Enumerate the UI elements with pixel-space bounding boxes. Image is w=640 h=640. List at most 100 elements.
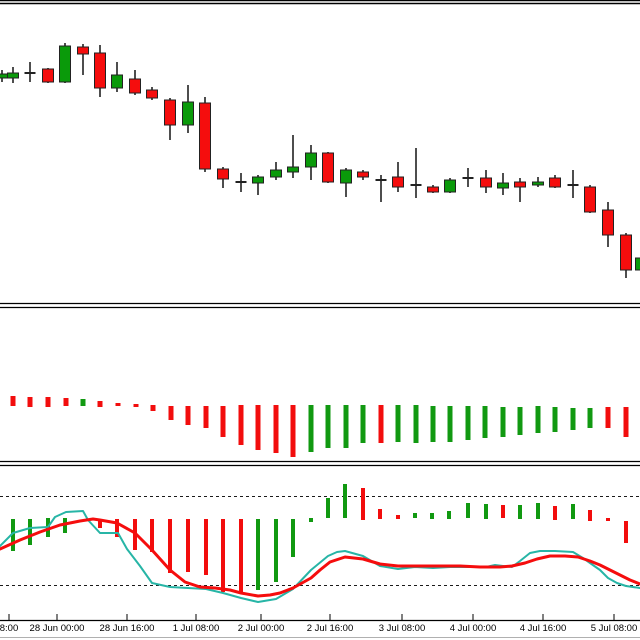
candle-body [94, 52, 106, 89]
candle-body [7, 72, 19, 79]
histogram-bar [150, 405, 156, 411]
oscillator-bar [239, 519, 243, 593]
time-axis-label: 3 Jul 08:00 [379, 623, 425, 634]
candle-body [549, 177, 561, 188]
histogram-bar [465, 406, 471, 440]
histogram-bar [570, 408, 576, 430]
histogram-bar [430, 406, 436, 442]
candle-body [199, 102, 211, 170]
oscillator-bar [98, 519, 102, 528]
candle-doji-body [410, 184, 422, 186]
time-axis-label: 2 Jul 00:00 [238, 623, 284, 634]
histogram-bar [273, 405, 279, 453]
histogram-bar [255, 405, 261, 450]
candle-body [129, 78, 141, 94]
histogram-bar [447, 406, 453, 442]
candle-body [111, 74, 123, 89]
oscillator-bar [466, 503, 470, 518]
oscillator-bar [309, 518, 313, 522]
candle-doji-body [375, 179, 387, 181]
histogram-bar [343, 405, 349, 448]
histogram-bar [378, 405, 384, 443]
oscillator-bar [361, 488, 365, 520]
fast-line [0, 510, 640, 603]
oscillator-bar [396, 515, 400, 519]
oscillator-bar [186, 519, 190, 572]
histogram-bar [238, 405, 244, 445]
candle-body [480, 177, 492, 188]
histogram-bar [185, 406, 191, 425]
oscillator-bar [115, 519, 119, 537]
oscillator-bar [343, 484, 347, 518]
histogram-bar [115, 403, 121, 406]
time-axis-label: 28 Jun 16:00 [100, 623, 155, 634]
time-axis-label: 8:00 [0, 623, 18, 634]
candle-body [182, 101, 194, 126]
histogram-bar [45, 397, 51, 407]
histogram-bar [482, 406, 488, 438]
oscillator-bar [553, 506, 557, 520]
candle-body [532, 181, 544, 186]
slow-line [0, 517, 640, 598]
candle-body [42, 68, 54, 83]
candle-body [514, 181, 526, 188]
candle-doji-body [462, 177, 474, 179]
histogram-bar [308, 405, 314, 452]
histogram-bar [500, 407, 506, 437]
oscillator-bar [378, 509, 382, 519]
time-axis-label: 2 Jul 16:00 [307, 623, 353, 634]
candle-body [602, 209, 614, 236]
oscillator-bar [501, 505, 505, 518]
candle-body [305, 152, 317, 168]
candle-body [322, 152, 334, 183]
candle-body [620, 234, 632, 271]
oscillator-bar [430, 513, 434, 519]
oscillator-bar [256, 519, 260, 590]
oscillator-bar [11, 519, 15, 551]
candle-body [0, 73, 8, 79]
candle-doji-body [567, 184, 579, 186]
oscillator-bar [624, 521, 628, 543]
oscillator-bar [221, 519, 225, 592]
oscillator-bar [204, 519, 208, 575]
candle-body [59, 45, 71, 83]
oscillator-bar [168, 519, 172, 573]
oscillator-bar [588, 510, 592, 521]
candle-body [77, 46, 89, 55]
candle-body [164, 99, 176, 126]
oscillator-bar [413, 513, 417, 518]
candle-body [357, 171, 369, 178]
candle-body [584, 186, 596, 213]
histogram-bar [97, 401, 103, 407]
candle-body [635, 257, 640, 271]
histogram-bar [133, 404, 139, 407]
histogram-bar [63, 398, 69, 406]
histogram-bar [10, 396, 16, 406]
histogram-bar [395, 405, 401, 442]
candle-body [270, 169, 282, 178]
candle-body [340, 169, 352, 184]
histogram-bar [587, 408, 593, 428]
candle-body [217, 168, 229, 180]
candle-body [392, 176, 404, 188]
histogram-bar [623, 407, 629, 437]
candle-body [146, 89, 158, 99]
oscillator-bar [291, 519, 295, 557]
histogram-bar [325, 405, 331, 448]
time-axis-label: 4 Jul 16:00 [520, 623, 566, 634]
histogram-bar [80, 399, 86, 406]
histogram-bar [168, 406, 174, 420]
time-axis-label: 1 Jul 08:00 [173, 623, 219, 634]
histogram-bar [203, 406, 209, 428]
candle-body [287, 166, 299, 173]
oscillator-bar [447, 511, 451, 519]
time-axis-label: 4 Jul 00:00 [450, 623, 496, 634]
candle-body [427, 186, 439, 193]
histogram-bar [27, 397, 33, 407]
oscillator-bar [484, 504, 488, 519]
histogram-bar [535, 406, 541, 433]
histogram-bar [413, 405, 419, 443]
